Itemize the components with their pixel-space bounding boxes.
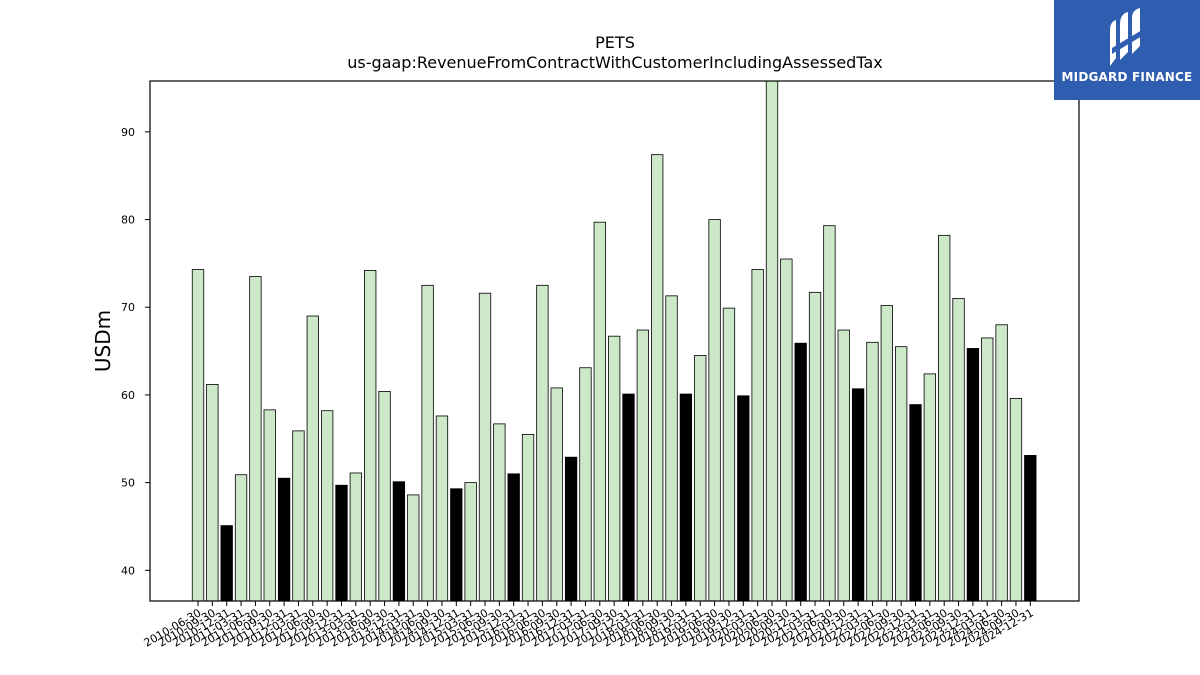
bar-2019-12-31 xyxy=(737,395,750,602)
y-tick-label: 90 xyxy=(121,126,135,139)
bar-2012-03-31 xyxy=(292,430,305,602)
bar-2023-03-31 xyxy=(923,373,936,602)
bar-2018-03-31 xyxy=(636,329,649,602)
chart-subtitle: us-gaap:RevenueFromContractWithCustomerI… xyxy=(347,53,882,72)
bar-2013-06-30 xyxy=(364,270,377,602)
bar-2016-09-30 xyxy=(550,387,563,602)
bar-2010-09-30 xyxy=(206,384,219,602)
bar-2023-12-31 xyxy=(966,348,980,602)
bar-2024-12-31 xyxy=(1024,455,1037,602)
bar-2018-06-30 xyxy=(651,154,664,602)
bar-2013-03-31 xyxy=(349,472,363,602)
x-axis: 2010-06-302010-09-302010-12-312011-03-31… xyxy=(142,601,1036,650)
bar-2016-12-31 xyxy=(564,456,578,602)
bar-2013-09-30 xyxy=(378,391,391,602)
bar-2016-06-30 xyxy=(536,284,549,602)
y-tick-label: 50 xyxy=(121,477,135,490)
bar-2022-03-31 xyxy=(866,341,879,602)
bar-2017-09-30 xyxy=(608,335,621,602)
y-tick-label: 70 xyxy=(121,301,135,314)
bar-2015-03-31 xyxy=(464,482,477,602)
bar-2019-03-31 xyxy=(694,355,707,602)
bar-2023-06-30 xyxy=(938,234,951,602)
bar-2012-12-31 xyxy=(335,484,348,602)
bar-2011-12-31 xyxy=(277,477,291,602)
bar-2022-06-30 xyxy=(880,305,893,602)
bar-2014-03-31 xyxy=(407,494,420,602)
bar-2021-09-30 xyxy=(837,329,850,602)
bar-2017-06-30 xyxy=(593,221,606,602)
bar-2023-09-30 xyxy=(952,298,965,602)
bar-2012-09-30 xyxy=(320,410,334,602)
bar-2019-06-30 xyxy=(708,219,721,602)
y-tick-label: 80 xyxy=(121,214,135,227)
bar-2015-12-31 xyxy=(507,473,520,602)
bar-2012-06-30 xyxy=(306,315,319,602)
bar-2022-09-30 xyxy=(895,346,908,602)
brand-logo: MIDGARD FINANCE xyxy=(1054,0,1200,100)
bar-2010-06-30 xyxy=(191,269,205,602)
y-axis: 40 50 60 70 80 90 xyxy=(121,126,150,577)
bar-2024-03-31 xyxy=(981,337,994,602)
bar-2011-03-31 xyxy=(234,474,248,602)
bar-2017-03-31 xyxy=(579,367,592,602)
bar-2017-12-31 xyxy=(622,393,635,602)
bar-2024-06-30 xyxy=(995,324,1008,602)
y-tick-label: 60 xyxy=(121,389,135,402)
y-tick-label: 40 xyxy=(121,564,135,577)
bars-group xyxy=(191,80,1037,602)
bar-2014-09-30 xyxy=(435,415,449,602)
bar-2018-12-31 xyxy=(679,393,693,602)
bar-2014-06-30 xyxy=(421,284,434,602)
bar-2019-09-30 xyxy=(722,307,736,602)
bar-2013-12-31 xyxy=(392,481,406,602)
bar-2011-09-30 xyxy=(263,409,276,602)
bar-2021-12-31 xyxy=(851,388,865,602)
bar-2015-06-30 xyxy=(478,292,492,602)
bar-2014-12-31 xyxy=(450,488,463,602)
brand-name: MIDGARD FINANCE xyxy=(1061,70,1193,84)
bar-2024-09-30 xyxy=(1009,398,1023,602)
bar-2020-09-30 xyxy=(780,258,793,602)
plot-frame xyxy=(149,80,1080,602)
bar-2021-03-31 xyxy=(808,291,822,602)
bar-2018-09-30 xyxy=(665,295,678,602)
chart-title: PETS xyxy=(595,33,635,52)
bar-2011-06-30 xyxy=(249,276,262,602)
bar-2022-12-31 xyxy=(909,404,922,602)
bar-2010-12-31 xyxy=(220,525,233,602)
bar-2016-03-31 xyxy=(521,433,535,602)
bar-2020-06-30 xyxy=(765,80,779,602)
bar-2020-12-31 xyxy=(794,342,807,602)
bar-2015-09-30 xyxy=(493,423,506,602)
bar-2020-03-31 xyxy=(751,269,764,602)
bar-2021-06-30 xyxy=(823,225,836,602)
midgard-logo-icon xyxy=(1110,8,1142,66)
y-axis-label: USDm xyxy=(91,310,115,372)
